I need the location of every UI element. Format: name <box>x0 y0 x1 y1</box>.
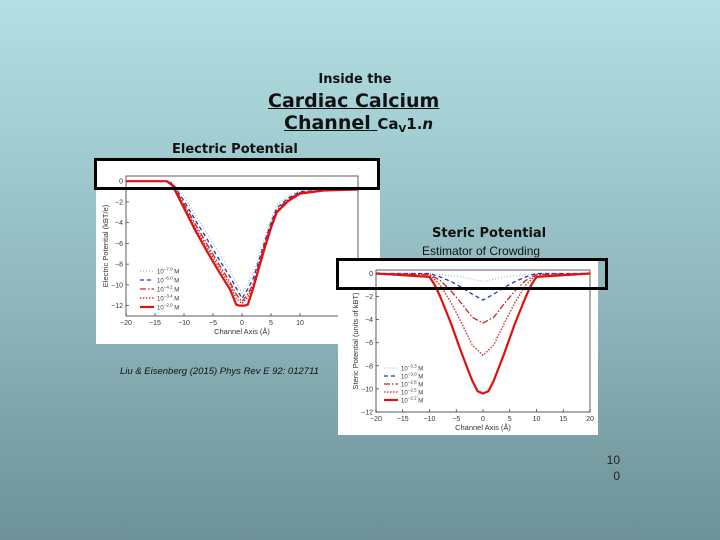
y-tick-label: −4 <box>115 220 123 227</box>
electric-highlight-box <box>94 158 380 190</box>
channel-name: CaV1.n <box>377 113 433 141</box>
x-tick-label: 20 <box>586 416 594 423</box>
electric-chart-panel: −20 −15 −10 −5 0 5 10 0 −2 −4 −6 −8 −10 −12 Channel Ax… <box>96 160 380 344</box>
series-line-5 <box>375 272 591 395</box>
y-tick-label: −10 <box>361 386 373 393</box>
legend-entry-label: 10−2.0 M <box>157 303 179 312</box>
series-line-5 <box>126 180 359 307</box>
steric-potential-chart: −20 −15 −10 −5 0 5 10 15 20 0 −2 −4 −6 −8 −10 −12 Channe… <box>351 269 594 432</box>
y-axis-label: Electric Potential (kBT/e) <box>101 204 110 287</box>
series-line-1 <box>126 180 359 294</box>
legend-entry-label: 10−2.5 M <box>401 388 423 397</box>
legend-entry-label: 10−3.4 M <box>157 294 179 303</box>
electric-potential-chart: −20 −15 −10 −5 0 5 10 0 −2 −4 −6 −8 −10 −12 Channel Ax… <box>101 175 359 336</box>
y-tick-label: −2 <box>115 199 123 206</box>
title-line-2: Channel CaV1.n <box>284 112 439 141</box>
x-tick-label: −15 <box>397 416 409 423</box>
channel-italic-suffix: n <box>422 115 434 133</box>
legend-entry-label: 10−3.0 M <box>401 372 423 381</box>
y-tick-label: −8 <box>115 262 123 269</box>
x-tick-label: −10 <box>178 320 190 327</box>
slide-title: Cardiac Calcium Channel CaV1.n <box>268 90 439 141</box>
y-tick-label: −10 <box>111 282 123 289</box>
channel-number: 1. <box>406 115 423 133</box>
x-tick-label: −15 <box>149 320 161 327</box>
citation: Liu & Eisenberg (2015) Phys Rev E 92: 01… <box>120 366 319 377</box>
x-tick-label: −5 <box>452 416 460 423</box>
series-line-3 <box>375 272 591 324</box>
y-tick-label: −4 <box>365 317 373 324</box>
y-tick-label: −12 <box>111 303 123 310</box>
legend-entry-label: 10−7.0 M <box>157 267 179 276</box>
y-tick-label: 0 <box>369 271 373 278</box>
y-tick-label: −2 <box>365 294 373 301</box>
channel-subscript: V <box>398 124 407 135</box>
crowding-estimator-label: Estimator of Crowding <box>422 244 541 258</box>
x-tick-label: −10 <box>424 416 436 423</box>
legend-entry-label: 10−6.0 M <box>157 276 179 285</box>
x-tick-label: 5 <box>269 320 273 327</box>
y-axis-label: Steric Potential (units of kBT) <box>351 292 360 390</box>
x-tick-label: 15 <box>559 416 567 423</box>
x-tick-label: 10 <box>296 320 304 327</box>
legend-entry-label: 10−4.2 M <box>157 285 179 294</box>
series-line-4 <box>375 272 591 357</box>
x-tick-label: 0 <box>240 320 244 327</box>
y-tick-label: −6 <box>365 340 373 347</box>
x-tick-label: 0 <box>481 416 485 423</box>
x-axis-label: Channel Axis (Å) <box>455 423 511 432</box>
series-line-3 <box>126 180 359 303</box>
electric-potential-label: Electric Potential <box>172 142 298 157</box>
plot-frame <box>125 175 359 317</box>
legend-entry-label: 10−2.8 M <box>401 380 423 389</box>
x-tick-label: 10 <box>533 416 541 423</box>
page-number-line-2: 0 <box>613 469 620 483</box>
x-tick-label: −20 <box>370 416 382 423</box>
title-channel-word: Channel <box>284 112 371 134</box>
series-line-2 <box>126 180 359 300</box>
y-tick-label: −12 <box>361 410 373 417</box>
x-tick-label: −20 <box>120 320 132 327</box>
steric-potential-label: Steric Potential <box>432 226 547 241</box>
x-axis-label: Channel Axis (Å) <box>214 327 270 336</box>
channel-ca: Ca <box>377 115 399 133</box>
legend-entry-label: 10−3.3 M <box>401 364 423 373</box>
legend-entry-label: 10−2.2 M <box>401 396 423 405</box>
x-tick-label: 5 <box>508 416 512 423</box>
y-tick-label: 0 <box>119 179 123 186</box>
slide-subtitle: Inside the <box>318 72 392 87</box>
title-line-1: Cardiac Calcium <box>268 90 440 112</box>
page-number-line-1: 10 <box>606 453 620 467</box>
y-tick-label: −8 <box>365 363 373 370</box>
series-line-2 <box>376 272 590 301</box>
y-tick-label: −6 <box>115 241 123 248</box>
page-number: 10 0 <box>596 452 620 484</box>
series-line-4 <box>126 180 359 305</box>
steric-highlight-box <box>336 258 608 290</box>
x-tick-label: −5 <box>209 320 217 327</box>
